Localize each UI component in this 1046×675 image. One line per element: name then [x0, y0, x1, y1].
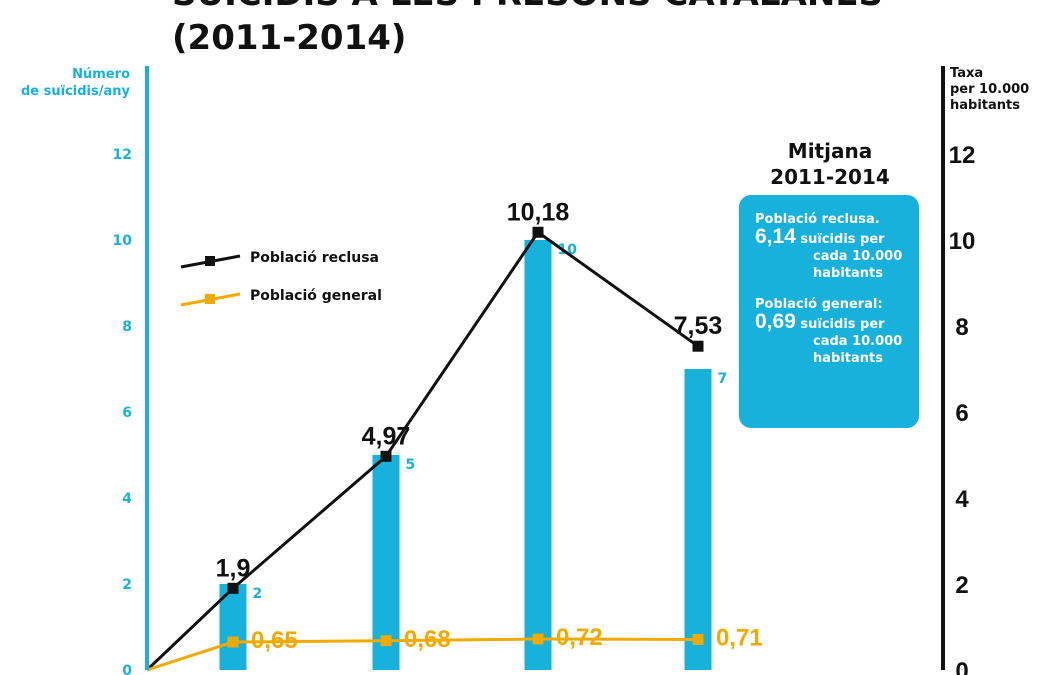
right-axis-tick-label: 12	[949, 142, 976, 169]
legend-general-marker	[205, 294, 215, 304]
summary-prison-text1: suïcidis per	[800, 232, 885, 247]
bars-layer: 2 5 10 7	[219, 240, 728, 670]
right-axis-tick-label: 10	[949, 228, 976, 255]
summary-prison: Població reclusa. 6,14 suïcidis per cada…	[755, 211, 919, 282]
summary-general-value: 0,69	[755, 310, 796, 333]
bar-value-label: 10	[558, 242, 578, 258]
summary-general-row: 0,69 suïcidis per	[755, 310, 919, 333]
bar-value-label: 2	[253, 586, 263, 602]
left-axis-tick-label: 8	[122, 319, 132, 335]
left-axis-tick-label: 10	[113, 233, 133, 249]
general-point-marker	[227, 636, 239, 648]
bar-value-label: 7	[718, 371, 728, 387]
bar	[684, 369, 712, 670]
left-axis-tick-label: 6	[122, 405, 132, 421]
prison-value-label: 10,18	[507, 198, 570, 226]
summary-prison-label: Població reclusa.	[755, 212, 880, 227]
prison-value-label: 7,53	[674, 312, 723, 340]
left-axis-tick-label: 4	[122, 491, 132, 507]
summary-box: Població reclusa. 6,14 suïcidis per cada…	[739, 195, 919, 428]
summary-prison-row: 6,14 suïcidis per	[755, 225, 919, 248]
summary-general-text3: habitants	[813, 351, 883, 366]
prison-point-marker	[532, 226, 544, 238]
summary-heading-line2: 2011-2014	[770, 165, 890, 189]
right-axis-tick-label: 2	[955, 572, 968, 599]
legend-prison-label: Població reclusa	[250, 250, 379, 266]
chart-title-line2: (2011-2014)	[172, 18, 407, 58]
general-point-marker	[692, 633, 704, 645]
legend-general-label: Població general	[250, 288, 382, 304]
left-axis-title-line1: Número	[72, 67, 130, 82]
right-axis-tick-label: 8	[955, 314, 968, 341]
legend: Població reclusa Població general	[180, 250, 382, 307]
axes-layer	[145, 66, 945, 670]
general-point-marker	[380, 635, 392, 647]
general-point-marker	[532, 633, 544, 645]
summary-prison-text2: cada 10.000	[813, 249, 903, 264]
chart-title-line1: SUÏCIDIS A LES PRESONS CATALANES	[172, 0, 883, 14]
right-axis-ticks: 0 2 4 6 8 10 12	[949, 142, 976, 675]
summary-general-label: Població general:	[755, 297, 883, 312]
bar	[372, 455, 400, 670]
chart-title: SUÏCIDIS A LES PRESONS CATALANES (2011-2…	[172, 0, 883, 60]
summary-prison-value: 6,14	[755, 225, 796, 248]
left-axis-tick-label: 0	[122, 663, 132, 675]
prison-value-label: 1,9	[216, 554, 251, 582]
right-axis-tick-label: 4	[955, 486, 969, 513]
prison-point-marker	[380, 450, 392, 462]
left-axis-tick-label: 12	[113, 147, 132, 163]
right-axis-tick-label: 0	[955, 658, 968, 675]
prison-point-marker	[227, 582, 239, 594]
right-axis-title-line2: per 10.000	[950, 82, 1030, 97]
summary-heading-line1: Mitjana	[787, 139, 873, 163]
right-axis-tick-label: 6	[955, 400, 968, 427]
general-value-label: 0,65	[251, 627, 298, 654]
right-axis-title: Taxa per 10.000 habitants	[950, 66, 1029, 114]
summary-general-text1: suïcidis per	[800, 317, 885, 332]
left-axis-tick-label: 2	[122, 577, 132, 593]
bar-value-label: 5	[406, 457, 416, 473]
general-value-label: 0,72	[556, 624, 603, 651]
summary-heading: Mitjana 2011-2014	[740, 138, 920, 190]
prison-point-marker	[692, 340, 704, 352]
left-axis-title-line2: de suïcidis/any	[20, 84, 130, 99]
legend-prison-marker	[205, 256, 215, 266]
right-axis-title-line1: Taxa	[950, 66, 984, 81]
general-value-label: 0,71	[716, 624, 763, 651]
summary-general-text2: cada 10.000	[813, 334, 903, 349]
summary-prison-text3: habitants	[813, 266, 883, 281]
left-axis-title: Número de suïcidis/any	[0, 66, 130, 100]
left-axis-ticks: 0 2 4 6 8 10 12	[113, 147, 133, 675]
right-axis-title-line3: habitants	[950, 98, 1020, 113]
general-value-label: 0,68	[404, 626, 451, 653]
bar	[524, 240, 552, 670]
lines-layer: 1,9 4,97 10,18 7,53 0,65 0,68 0,72 0,71	[145, 198, 763, 672]
prison-value-label: 4,97	[362, 422, 411, 450]
summary-general: Població general: 0,69 suïcidis per cada…	[755, 296, 919, 367]
